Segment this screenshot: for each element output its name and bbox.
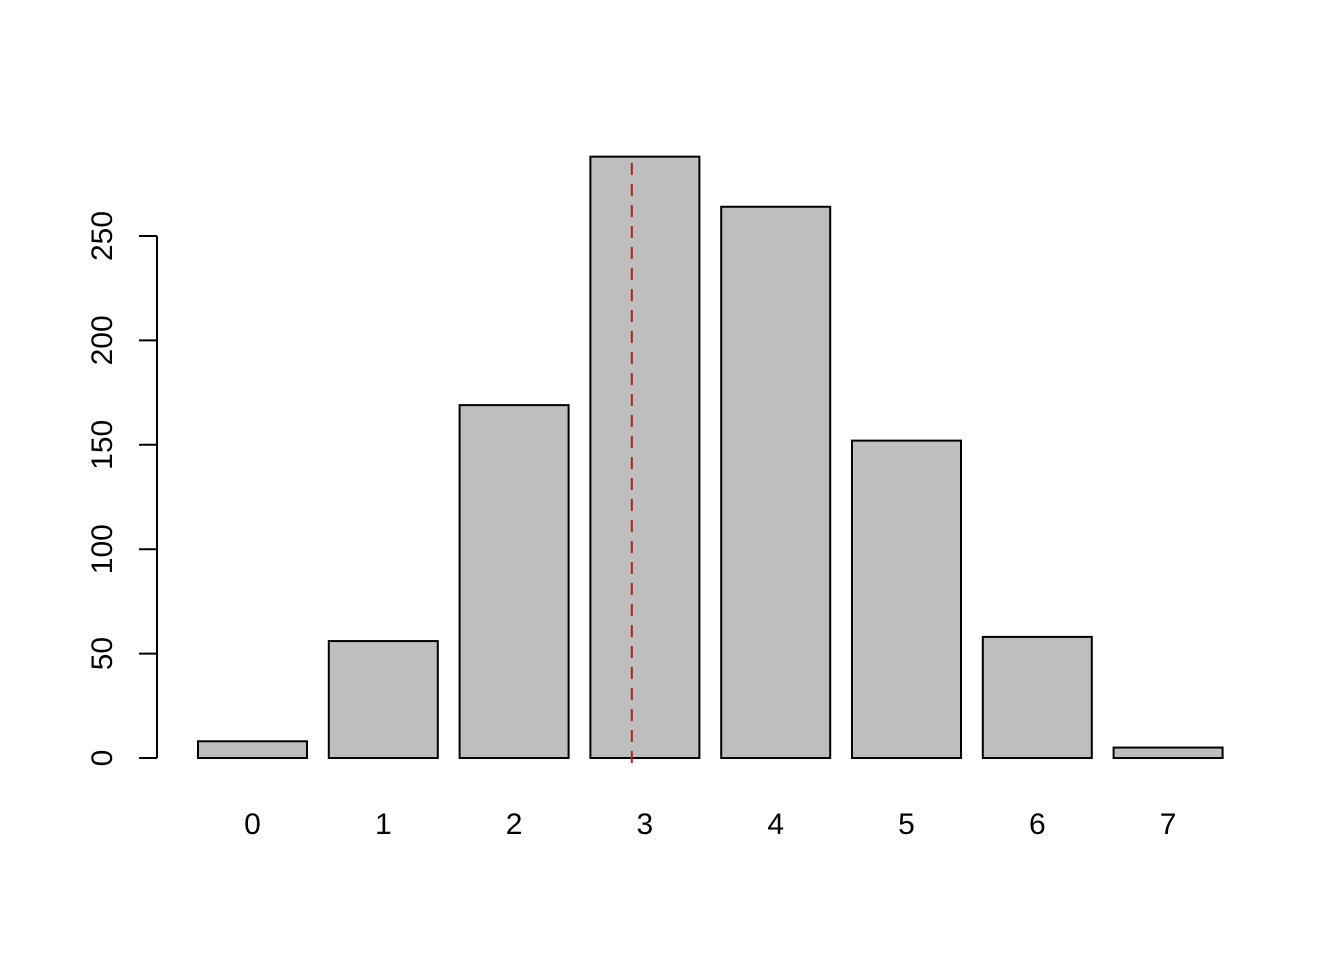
x-tick-label: 7 <box>1160 808 1177 841</box>
bar-6 <box>981 635 1093 759</box>
bar-3 <box>589 155 701 759</box>
bar-1 <box>327 640 439 760</box>
bars <box>197 155 1224 760</box>
y-tick-label: 50 <box>86 637 119 670</box>
x-tick-label: 4 <box>767 808 784 841</box>
bar-7 <box>1112 746 1224 759</box>
y-tick-label: 0 <box>86 750 119 767</box>
bar-4 <box>720 205 832 759</box>
y-tick-label: 100 <box>86 524 119 574</box>
y-tick-label: 200 <box>86 315 119 365</box>
x-tick-label: 5 <box>898 808 915 841</box>
x-tick-label: 0 <box>244 808 261 841</box>
bar-2 <box>458 404 570 759</box>
x-tick-label: 1 <box>375 808 392 841</box>
x-tick-label: 2 <box>506 808 523 841</box>
x-tick-label: 3 <box>637 808 654 841</box>
bar-5 <box>851 439 962 759</box>
bar-0 <box>197 740 308 760</box>
y-axis: 0 50 100 150 200 250 <box>86 211 158 767</box>
y-tick-label: 150 <box>86 420 119 470</box>
y-tick-label: 250 <box>86 211 119 261</box>
x-tick-labels: 0 1 2 3 4 5 6 7 <box>244 808 1176 841</box>
x-tick-label: 6 <box>1029 808 1046 841</box>
